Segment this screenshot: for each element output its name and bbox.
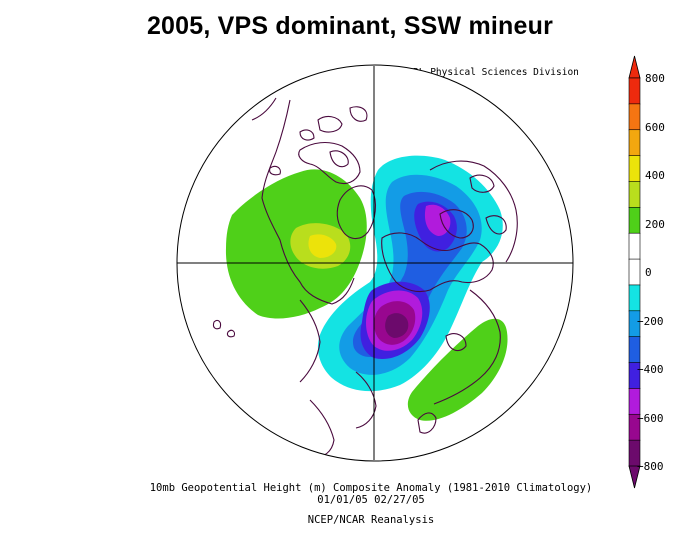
coastlines: [212, 97, 518, 457]
colorbar-swatch: [628, 181, 641, 208]
colorbar-tick-label: −400: [637, 363, 664, 376]
colorbar-swatch: [628, 77, 641, 105]
colorbar-tick-label: 0: [645, 266, 652, 279]
colorbar-tick-label: 400: [645, 169, 665, 182]
colorbar-arrow-bottom: [628, 465, 641, 489]
colorbar-arrow-top: [628, 55, 641, 79]
caption-line-1: 10mb Geopotential Height (m) Composite A…: [149, 482, 593, 494]
colorbar-swatch: [628, 336, 641, 364]
caption-line-3: NCEP/NCAR Reanalysis: [307, 514, 435, 526]
anomaly-field: [225, 155, 508, 421]
credit-label: NOAA/ESRL Physical Sciences Division: [373, 67, 579, 78]
colorbar-swatch: [628, 207, 641, 234]
colorbar-tick-label: −600: [637, 412, 664, 425]
colorbar-tick-label: 600: [645, 121, 665, 134]
colorbar-swatch: [628, 284, 641, 312]
colorbar-swatch: [628, 258, 641, 286]
colorbar-tick-label: −200: [637, 315, 664, 328]
colorbar: [628, 55, 641, 489]
positive-anomaly-na-peak: [308, 234, 337, 258]
colorbar-tick-label: 800: [645, 72, 665, 85]
page-title: 2005, VPS dominant, SSW mineur: [146, 12, 554, 40]
globe-outline: [176, 64, 574, 462]
colorbar-swatch: [628, 103, 641, 131]
colorbar-swatch: [628, 129, 641, 157]
colorbar-tick-label: −800: [637, 460, 664, 473]
caption-line-2: 01/01/05 02/27/05: [317, 494, 425, 506]
negative-anomaly-core: [385, 313, 409, 338]
colorbar-swatch: [628, 232, 641, 260]
colorbar-tick-label: 200: [645, 218, 665, 231]
meridian-lines: [177, 66, 573, 460]
colorbar-swatch: [628, 388, 641, 415]
positive-anomaly-asia: [407, 318, 508, 421]
colorbar-swatch: [628, 155, 641, 183]
